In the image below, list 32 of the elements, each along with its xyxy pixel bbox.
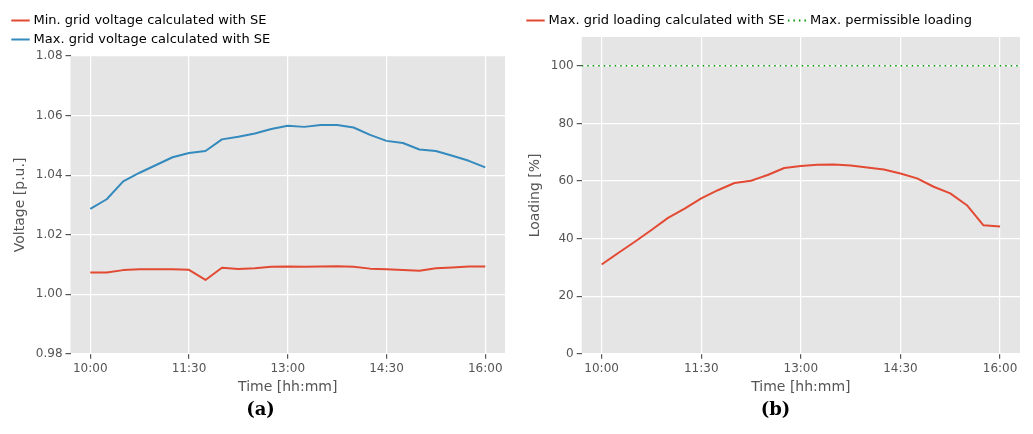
y-tick-label: 0.98: [35, 345, 63, 360]
x-tick-label: 16:00: [467, 361, 503, 376]
x-tick-label: 11:30: [171, 361, 207, 376]
x-tick-label: 14:30: [883, 361, 918, 376]
y-tick-label: 1.04: [35, 167, 63, 182]
y-tick-label: 1.06: [35, 107, 63, 122]
x-tick-label: 13:00: [783, 361, 819, 376]
y-tick-label: 1.02: [35, 226, 63, 241]
legend-label: Max. grid loading calculated with SE: [548, 11, 785, 27]
x-tick-label: 10:00: [584, 361, 619, 376]
y-tick-label: 1.08: [35, 48, 63, 63]
legend-label: Min. grid voltage calculated with SE: [33, 11, 267, 27]
y-tick-label: 40: [558, 230, 574, 245]
x-axis-title: Time [hh:mm]: [237, 378, 338, 395]
y-tick-label: 80: [558, 115, 574, 130]
y-tick-label: 1.00: [35, 286, 63, 301]
x-tick-label: 13:00: [270, 361, 306, 376]
x-tick-label: 16:00: [982, 361, 1018, 376]
y-axis-title: Voltage [p.u.]: [11, 157, 28, 253]
x-tick-label: 14:30: [369, 361, 404, 376]
x-tick-label: 11:30: [683, 361, 719, 376]
x-axis-title: Time [hh:mm]: [750, 378, 851, 395]
y-tick-label: 20: [558, 288, 574, 303]
text: (a): [245, 398, 276, 419]
legend-label: Max. grid voltage calculated with SE: [33, 30, 271, 46]
x-tick-label: 10:00: [72, 361, 108, 376]
y-tick-label: 60: [558, 173, 574, 188]
text: (b): [759, 398, 792, 419]
y-tick-label: 100: [550, 57, 574, 72]
y-tick-label: 0: [566, 345, 574, 360]
legend-label: Max. permissible loading: [810, 11, 972, 27]
y-axis-title: Loading [%]: [526, 153, 543, 238]
